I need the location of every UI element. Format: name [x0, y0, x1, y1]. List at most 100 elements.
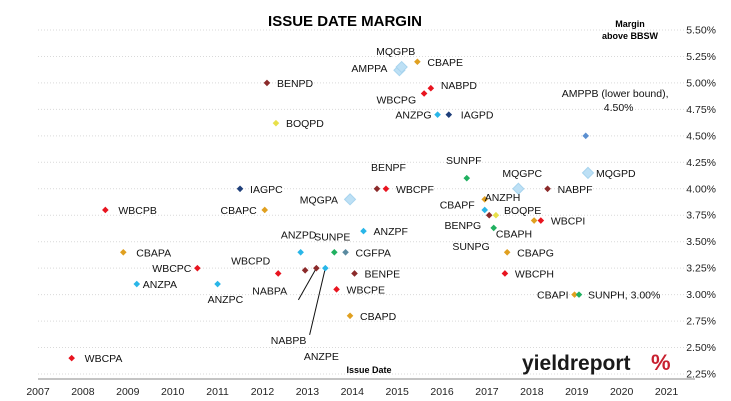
y-tick-label: 5.50% [686, 25, 716, 37]
leader-lines [297, 267, 326, 335]
leader-line [309, 268, 326, 335]
point-labels: WBCPA WBCPB CBAPA ANZPA WBCPC ANZPC IAGPC CBAPC… [85, 46, 669, 365]
y-axis-ticks: 2.25% 2.50% 2.75% 3.00% 3.25% 3.50% 3.75% 4.00%… [686, 25, 716, 381]
data-point [420, 90, 428, 97]
point-label: SUNPE [314, 231, 350, 243]
point-label: WBCPA [85, 353, 123, 365]
data-point [322, 264, 329, 272]
point-label: BOQPE [504, 205, 541, 217]
y-tick-label: 4.00% [686, 183, 716, 195]
data-point [537, 217, 545, 224]
point-label: BOQPD [286, 118, 324, 130]
data-point [331, 248, 338, 256]
point-label: SUNPG [452, 241, 489, 253]
x-axis-ticks: 2007 2008 2009 2010 2011 2012 2013 2014 2015 2016… [26, 386, 678, 398]
brand-name: yieldreport [522, 352, 631, 375]
data-point [272, 119, 280, 127]
point-label: WBCPE [347, 284, 386, 296]
point-label: WBCPG [376, 95, 416, 107]
x-tick-label: 2017 [475, 386, 499, 398]
point-label: BENPF [371, 162, 406, 174]
data-point [343, 193, 357, 206]
point-label: ANZPH [485, 192, 521, 204]
y-axis-label-line-2: above BBSW [602, 31, 659, 41]
point-label: ANZPE [304, 351, 339, 363]
point-label: WBCPH [515, 268, 554, 280]
data-point [492, 211, 500, 219]
point-label: MQGPC [502, 168, 542, 180]
point-label: NABPF [558, 184, 593, 196]
point-label: CBAPD [360, 311, 397, 323]
x-tick-label: 2009 [116, 386, 140, 398]
data-point [373, 185, 381, 193]
y-tick-label: 2.50% [686, 342, 716, 354]
data-point [530, 217, 538, 224]
data-point [342, 248, 349, 256]
point-label: SUNPH, 3.00% [588, 290, 660, 302]
point-label: AMPPA [351, 63, 387, 75]
point-label: ANZPA [143, 279, 177, 291]
point-label: CBAPC [221, 205, 258, 217]
point-label: ANZPC [208, 294, 244, 306]
data-point [463, 174, 471, 182]
point-label: MQGPA [300, 194, 338, 206]
point-label: CBAPF [440, 199, 475, 211]
data-point [581, 166, 595, 180]
y-tick-label: 3.25% [686, 263, 716, 275]
data-point [301, 266, 309, 274]
x-tick-label: 2021 [655, 386, 679, 398]
point-label: MQGPB [376, 46, 415, 58]
y-tick-label: 3.50% [686, 236, 716, 248]
data-point [481, 196, 489, 203]
point-label: ANZPF [374, 226, 408, 238]
data-point [582, 132, 590, 140]
data-point [346, 312, 354, 320]
data-point [263, 79, 271, 87]
x-tick-label: 2013 [296, 386, 320, 398]
y-tick-label: 3.75% [686, 210, 716, 222]
brand-logo: yieldreport % [522, 350, 671, 375]
point-label: IAGPD [461, 110, 494, 122]
point-label: WBCPB [118, 205, 157, 217]
point-label: BENPE [365, 268, 401, 280]
data-point [434, 111, 441, 118]
gridlines [38, 29, 689, 375]
point-label: CBAPG [517, 247, 554, 259]
point-label: CBAPE [427, 57, 463, 69]
data-point [261, 206, 269, 214]
x-tick-label: 2008 [71, 386, 95, 398]
point-label: MQGPD [596, 168, 636, 180]
data-point [414, 58, 421, 66]
chart-title: ISSUE DATE MARGIN [268, 13, 422, 30]
y-tick-label: 2.75% [686, 316, 716, 328]
data-point [236, 185, 244, 193]
point-label: NABPD [441, 80, 478, 92]
y-tick-label: 5.25% [686, 51, 716, 63]
point-label: BENPG [444, 220, 481, 232]
x-axis-label: Issue Date [346, 365, 391, 375]
y-tick-label: 5.00% [686, 77, 716, 89]
data-point [503, 248, 511, 256]
data-point [120, 248, 127, 256]
data-point [194, 264, 201, 272]
data-point [333, 286, 340, 293]
x-tick-label: 2007 [26, 386, 50, 398]
point-label: CBAPA [136, 247, 171, 259]
point-label: CBAPI [537, 290, 569, 302]
y-tick-label: 3.00% [686, 289, 716, 301]
point-label: WBCPI [551, 216, 585, 228]
point-label: WBCPC [152, 263, 192, 275]
point-label: ANZPD [281, 229, 317, 241]
leader-line [297, 267, 317, 301]
data-point [313, 264, 320, 272]
x-tick-label: 2018 [520, 386, 544, 398]
point-label: SUNPF [446, 155, 482, 167]
x-tick-label: 2015 [385, 386, 409, 398]
point-label: BENPD [277, 78, 314, 90]
point-label: CGFPA [356, 247, 391, 259]
data-point [427, 84, 435, 92]
x-tick-label: 2010 [161, 386, 185, 398]
point-label: NABPB [271, 335, 307, 347]
data-point [214, 280, 221, 288]
y-tick-label: 4.25% [686, 157, 716, 169]
